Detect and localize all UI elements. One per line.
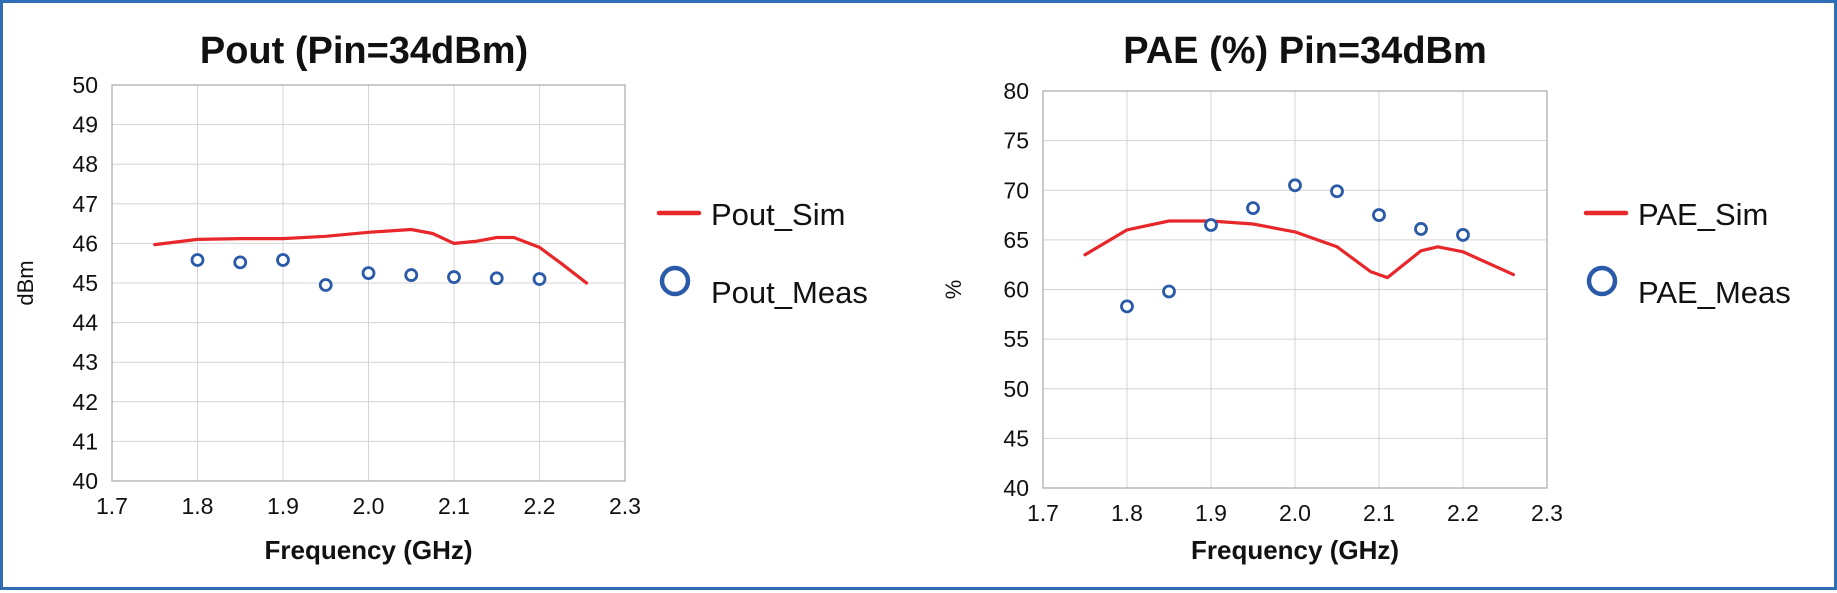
y-axis-label: % — [941, 280, 966, 300]
y-tick-labels: 40 45 50 55 60 65 70 75 80 — [1003, 78, 1029, 501]
series-pae-sim — [1083, 219, 1516, 280]
data-point — [404, 268, 419, 282]
x-tick-label: 2.3 — [609, 493, 641, 519]
data-point — [447, 270, 461, 284]
data-point — [361, 266, 376, 281]
series-pae-meas — [1120, 178, 1470, 314]
series-pout-sim — [153, 227, 589, 285]
x-tick-label: 1.7 — [96, 493, 128, 519]
y-tick-label: 43 — [72, 349, 98, 375]
x-tick-label: 1.8 — [1111, 500, 1143, 526]
data-point — [233, 255, 248, 270]
x-tick-label: 2.1 — [1363, 500, 1395, 526]
data-point — [318, 278, 333, 292]
data-point — [276, 253, 290, 267]
data-point — [489, 271, 504, 286]
y-tick-label: 45 — [72, 270, 98, 296]
x-tick-label: 2.2 — [1447, 500, 1479, 526]
x-tick-label: 1.9 — [1195, 500, 1227, 526]
y-tick-label: 40 — [1003, 475, 1029, 501]
legend-marker-swatch — [1586, 265, 1618, 297]
x-tick-label: 2.0 — [353, 493, 385, 519]
x-tick-labels: 1.7 1.8 1.9 2.0 2.1 2.2 2.3 — [1027, 500, 1563, 526]
y-tick-label: 46 — [72, 230, 98, 256]
y-axis-label: dBm — [13, 260, 38, 305]
legend-label: PAE_Sim — [1638, 197, 1768, 232]
x-tick-label: 2.3 — [1531, 500, 1563, 526]
y-tick-label: 47 — [72, 191, 98, 217]
y-tick-label: 70 — [1003, 177, 1029, 203]
x-tick-label: 2.1 — [438, 493, 470, 519]
legend-entry: Pout_Meas — [659, 265, 868, 310]
charts-canvas: 1.7 1.8 1.9 2.0 2.1 2.2 2.34041424344454647484… — [13, 30, 1791, 565]
legend: Pout_Sim Pout_Meas — [656, 197, 868, 310]
legend-label: PAE_Meas — [1638, 275, 1791, 310]
legend-label: Pout_Sim — [711, 197, 845, 232]
legend-entry: PAE_Sim — [1583, 197, 1768, 232]
legend-label: Pout_Meas — [711, 275, 868, 310]
plot-border — [111, 84, 626, 482]
y-tick-label: 50 — [1003, 376, 1029, 402]
y-tick-label: 65 — [1003, 227, 1029, 253]
data-point — [1372, 208, 1386, 222]
data-point — [1288, 178, 1302, 193]
y-tick-label: 44 — [72, 310, 98, 336]
data-point — [1120, 299, 1134, 314]
plot-border — [1042, 90, 1548, 489]
x-tick-label: 2.0 — [1279, 500, 1311, 526]
data-point — [1330, 184, 1344, 199]
y-tick-label: 41 — [72, 428, 98, 454]
y-tick-label: 75 — [1003, 128, 1029, 154]
y-tick-label: 60 — [1003, 277, 1029, 303]
legend-entry: Pout_Sim — [656, 197, 845, 232]
x-axis-label: Frequency (GHz) — [1191, 535, 1399, 565]
legend-marker-swatch — [659, 265, 691, 297]
data-point — [1456, 228, 1470, 242]
series-line — [153, 227, 589, 285]
chart-pae: 1.7 1.8 1.9 2.0 2.1 2.2 2.3 40 45 50 55 60 65 70 75 80 P… — [941, 30, 1791, 565]
y-tick-label: 48 — [72, 151, 98, 177]
x-axis-label: Frequency (GHz) — [264, 535, 472, 565]
x-tick-label: 1.8 — [182, 493, 214, 519]
x-tick-label: 2.2 — [524, 493, 556, 519]
series-pout-meas — [190, 253, 547, 292]
legend: PAE_Sim PAE_Meas — [1583, 197, 1791, 310]
data-point — [1162, 284, 1176, 299]
data-point — [1246, 201, 1260, 216]
y-tick-label: 50 — [72, 72, 98, 98]
y-tick-labels: 40 41 42 43 44 45 46 47 48 49 50 — [72, 72, 98, 494]
chart-title: Pout (Pin=34dBm) — [200, 30, 528, 72]
legend-entry: PAE_Meas — [1586, 265, 1791, 310]
chart-pout: 1.7 1.8 1.9 2.0 2.1 2.2 2.34041424344454647484… — [13, 30, 868, 565]
y-tick-label: 42 — [72, 389, 98, 415]
y-tick-label: 45 — [1003, 425, 1029, 451]
chart-title: PAE (%) Pin=34dBm — [1123, 30, 1487, 72]
y-tick-label: 40 — [72, 468, 98, 494]
data-point — [532, 272, 547, 286]
y-tick-label: 80 — [1003, 78, 1029, 104]
data-point — [190, 253, 205, 267]
y-tick-label: 55 — [1003, 326, 1029, 352]
data-point — [1414, 222, 1428, 236]
x-tick-labels: 1.7 1.8 1.9 2.0 2.1 2.2 2.3 — [96, 493, 641, 519]
series-line — [1083, 219, 1516, 280]
data-point — [1204, 218, 1218, 232]
y-tick-label: 49 — [72, 112, 98, 138]
x-tick-label: 1.9 — [267, 493, 299, 519]
x-tick-label: 1.7 — [1027, 500, 1059, 526]
